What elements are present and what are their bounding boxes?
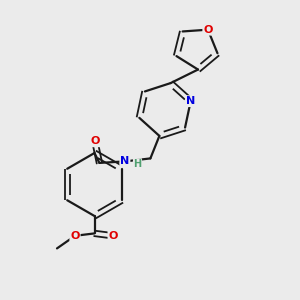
Text: O: O (90, 136, 100, 146)
Text: O: O (70, 231, 80, 241)
Text: H: H (134, 159, 142, 169)
Text: O: O (108, 231, 118, 241)
Text: N: N (120, 156, 130, 167)
Text: O: O (203, 25, 213, 35)
Text: N: N (186, 96, 195, 106)
